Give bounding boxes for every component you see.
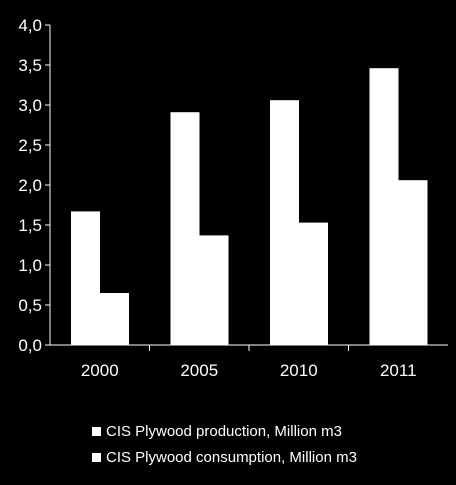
bar-chart: 0,0 0,5 1,0 1,5 2,0 2,5 3,0 3,5 4,0 2000 2005 2010… [18,16,448,380]
y-tick-label: 1,5 [18,216,42,235]
y-tick-label: 0,0 [18,336,42,355]
y-tick-label: 1,0 [18,256,42,275]
bar-consumption-2011 [398,180,428,345]
legend: CIS Plywood production, Million m3 CIS P… [92,418,432,470]
x-tick-label: 2005 [180,361,218,380]
bar-consumption-2005 [199,235,229,345]
y-tick-label: 2,5 [18,136,42,155]
legend-item-consumption: CIS Plywood consumption, Million m3 [92,444,432,470]
x-tick-label: 2010 [280,361,318,380]
y-tick-label: 3,0 [18,96,42,115]
bar-production-2005 [170,112,200,345]
y-tick-label: 0,5 [18,296,42,315]
bar-consumption-2000 [100,293,129,345]
x-tick-label: 2000 [81,361,119,380]
y-tick-label: 2,0 [18,176,42,195]
x-tick-label: 2011 [380,361,417,380]
bars [71,68,428,345]
legend-swatch-consumption [92,452,101,462]
x-axis-labels: 2000 2005 2010 2011 [81,345,417,380]
bar-production-2010 [270,100,299,345]
y-axis-ticks: 0,0 0,5 1,0 1,5 2,0 2,5 3,0 3,5 4,0 [18,16,50,355]
bar-production-2000 [71,211,100,345]
bar-consumption-2010 [299,222,328,345]
bar-production-2011 [369,68,399,345]
legend-item-production: CIS Plywood production, Million m3 [92,418,432,444]
legend-swatch-production [92,426,101,436]
legend-label-production: CIS Plywood production, Million m3 [106,422,342,440]
y-tick-label: 4,0 [18,16,42,35]
legend-label-consumption: CIS Plywood consumption, Million m3 [106,448,357,466]
y-tick-label: 3,5 [18,56,42,75]
